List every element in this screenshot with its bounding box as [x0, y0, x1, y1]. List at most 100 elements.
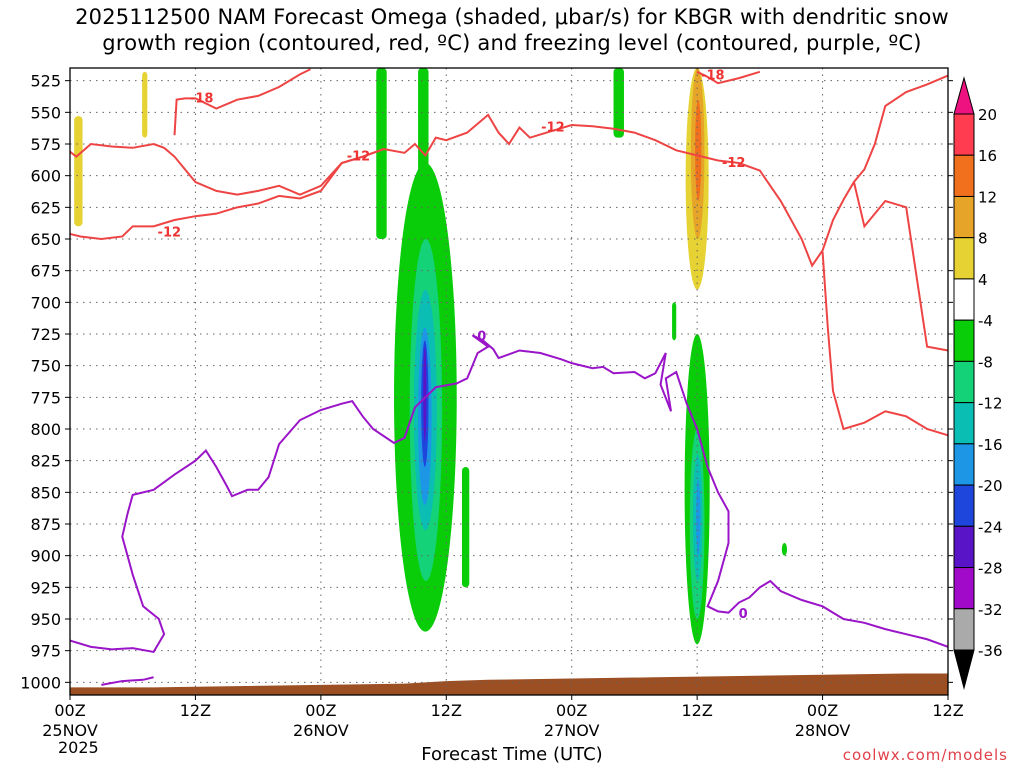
omega-band: [461, 467, 470, 588]
y-tick-label: 825: [30, 452, 61, 471]
terrain-fill: [70, 673, 948, 695]
colorbar: 20 16 12 8 4 -4 -8 -12 -16 -20 -24 -28 -32 -36: [953, 76, 1003, 690]
y-tick-label: 1000: [20, 673, 61, 692]
omega-band: [142, 71, 148, 138]
x-tick-label: 12Z: [180, 701, 211, 720]
y-tick-label: 700: [30, 293, 61, 312]
x-tick-date: 26NOV: [293, 721, 349, 740]
y-tick-label: 925: [30, 578, 61, 597]
colorbar-swatch: [953, 443, 975, 486]
x-tick-date: 28NOV: [795, 721, 851, 740]
colorbar-label: -4: [978, 312, 993, 330]
y-tick-label: 550: [30, 103, 61, 122]
x-tick-date: 27NOV: [544, 721, 600, 740]
y-tick-label: 750: [30, 357, 61, 376]
x-tick-label: 00Z: [807, 701, 838, 720]
x-tick-date: 25NOV: [42, 721, 98, 740]
x-tick-label: 00Z: [305, 701, 336, 720]
dgz-contour-line: [821, 251, 949, 437]
colorbar-label: -12: [978, 395, 1003, 413]
chart-title-line1: 2025112500 NAM Forecast Omega (shaded, μ…: [75, 5, 949, 29]
colorbar-swatch: [953, 608, 975, 651]
colorbar-label: 4: [978, 271, 988, 289]
dgz-contour-line: [696, 70, 761, 85]
x-tick-label: 00Z: [556, 701, 587, 720]
omega-region: [423, 346, 427, 442]
colorbar-swatch: [953, 402, 975, 445]
colorbar-label: -32: [978, 601, 1003, 619]
colorbar-swatch: [953, 113, 975, 156]
colorbar-label: -16: [978, 436, 1003, 454]
colorbar-swatch: [953, 195, 975, 239]
dgz-label: -12: [347, 150, 371, 165]
terrain-polygon: [70, 673, 948, 695]
freezing-label: 0: [739, 607, 748, 622]
colorbar-top-arrow: [953, 76, 975, 115]
omega-band: [376, 68, 387, 239]
y-tick-label: 900: [30, 547, 61, 566]
y-tick-label: 975: [30, 642, 61, 661]
colorbar-swatch: [953, 567, 975, 610]
colorbar-label: -20: [978, 477, 1003, 495]
x-tick-label: 12Z: [681, 701, 712, 720]
y-tick-label: 575: [30, 135, 61, 154]
omega-band: [672, 302, 677, 341]
y-axis: 525 550 575 600 625 650 675 700 725 750 775 800 825 8…: [20, 72, 953, 692]
colorbar-swatch: [953, 154, 975, 197]
year-label: 2025: [58, 738, 99, 757]
x-tick-label: 12Z: [932, 701, 963, 720]
credit-link[interactable]: coolwx.com/models: [842, 746, 1008, 764]
colorbar-label: 20: [978, 106, 997, 124]
dgz-contour-line: [69, 148, 384, 241]
colorbar-swatch: [953, 278, 975, 321]
omega-band: [613, 68, 624, 138]
freezing-level-contours: [69, 334, 949, 686]
colorbar-swatch: [953, 360, 975, 404]
colorbar-label: -28: [978, 560, 1003, 578]
freezing-contour-line: [101, 676, 154, 686]
y-tick-label: 875: [30, 515, 61, 534]
omega-shading: [74, 67, 788, 645]
colorbar-bottom-arrow: [953, 649, 975, 690]
y-tick-label: 725: [30, 325, 61, 344]
freezing-contour-line: [69, 334, 949, 654]
x-tick-label: 12Z: [431, 701, 462, 720]
dgz-label: -12: [541, 121, 565, 136]
chart-title-line2: growth region (contoured, red, ºC) and f…: [102, 31, 922, 55]
dgz-label: -18: [190, 91, 214, 106]
dgz-contour-line: [852, 181, 949, 352]
colorbar-label: -36: [978, 642, 1003, 660]
dgz-contour-line: [173, 68, 311, 136]
colorbar-label: 12: [978, 188, 997, 206]
y-tick-label: 600: [30, 167, 61, 186]
colorbar-swatch: [953, 525, 975, 569]
dgz-contour-line: [69, 74, 949, 268]
plot-frame: [69, 67, 949, 696]
freezing-label: 0: [477, 330, 486, 345]
colorbar-swatch: [953, 484, 975, 527]
colorbar-label: 16: [978, 147, 997, 165]
colorbar-label: -24: [978, 518, 1003, 536]
gridlines: [69, 68, 949, 695]
dgz-label: -18: [701, 69, 725, 84]
y-tick-label: 775: [30, 388, 61, 407]
colorbar-swatch: [953, 319, 975, 362]
y-tick-label: 650: [30, 230, 61, 249]
dgz-contours: [69, 68, 949, 437]
y-tick-label: 625: [30, 198, 61, 217]
colorbar-label: -8: [978, 353, 993, 371]
y-tick-label: 950: [30, 610, 61, 629]
omega-band: [74, 116, 83, 227]
y-tick-label: 800: [30, 420, 61, 439]
y-tick-label: 850: [30, 483, 61, 502]
y-tick-label: 675: [30, 262, 61, 281]
x-tick-label: 00Z: [54, 701, 85, 720]
omega-dot: [781, 543, 788, 556]
y-tick-label: 525: [30, 72, 61, 91]
dgz-label: -12: [722, 156, 746, 171]
x-axis-label: Forecast Time (UTC): [421, 744, 603, 765]
colorbar-label: 8: [978, 230, 988, 248]
omega-region: [695, 99, 702, 201]
